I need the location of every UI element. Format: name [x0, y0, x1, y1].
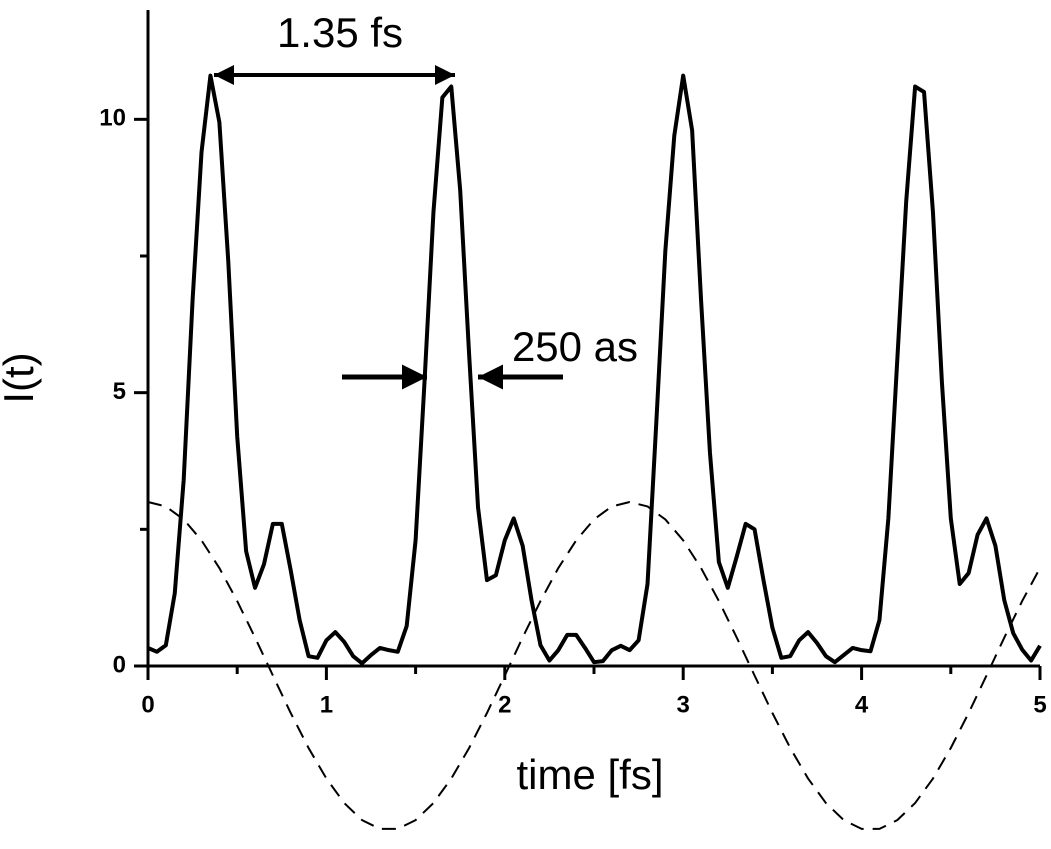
width-annotation: 250 as: [512, 323, 638, 370]
x-tick-label: 4: [855, 691, 869, 718]
x-tick-label: 1: [320, 691, 333, 718]
x-tick-label: 5: [1033, 691, 1046, 718]
x-tick-label: 3: [677, 691, 690, 718]
intensity-line: [147, 73, 1042, 666]
y-tick-label: 10: [99, 105, 126, 132]
x-axis-label: time [fs]: [516, 751, 663, 798]
x-tick-label: 0: [141, 691, 154, 718]
period-annotation: 1.35 fs: [277, 9, 403, 56]
y-tick-label: 5: [113, 378, 126, 405]
y-axis-label: I(t): [0, 352, 42, 403]
x-tick-label: 2: [498, 691, 511, 718]
y-tick-label: 0: [113, 651, 126, 678]
